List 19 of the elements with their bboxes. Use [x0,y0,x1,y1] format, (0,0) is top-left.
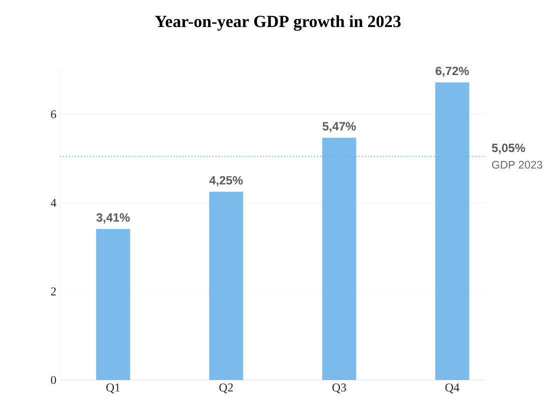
y-tick-label: 0 [50,376,56,384]
chart-title: Year-on-year GDP growth in 2023 [155,15,401,31]
bar [209,192,244,380]
x-tick-label: Q3 [332,384,346,394]
text: 5,05% [492,144,526,154]
y-tick-label: 4 [50,198,56,207]
bar [322,138,356,380]
x-tick-label: Q4 [445,384,460,394]
data-label: 6,72% [436,66,469,77]
y-tick-label: 6 [51,110,56,118]
data-label: 4,25% [209,176,243,186]
x-tick-label: Q2 [219,384,233,394]
x-tick-label: Q1 [106,384,120,394]
bar [96,228,130,380]
data-label: 5,47% [322,122,356,132]
data-label: 3,41% [96,213,130,224]
ref-line-label: GDP 2023 [492,160,542,169]
bar [435,82,470,380]
y-tick-label: 2 [51,287,56,296]
